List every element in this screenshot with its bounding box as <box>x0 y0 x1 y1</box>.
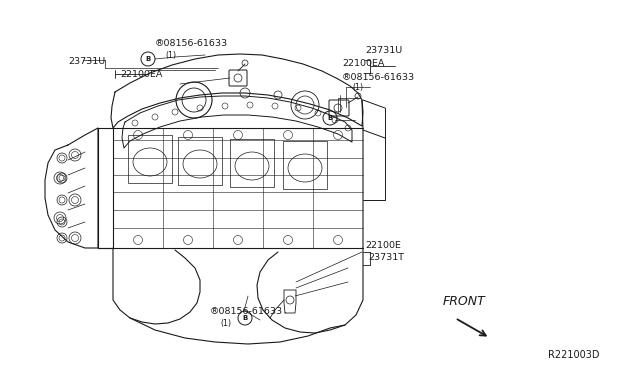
Text: (1): (1) <box>220 319 231 328</box>
Text: 22100EA: 22100EA <box>120 70 163 79</box>
Text: B: B <box>328 115 333 121</box>
Text: 23731U: 23731U <box>68 57 105 66</box>
Text: 22100E: 22100E <box>365 241 401 250</box>
Bar <box>178 137 222 185</box>
Text: B: B <box>145 56 150 62</box>
Text: ®08156-61633: ®08156-61633 <box>342 73 415 82</box>
Text: R221003D: R221003D <box>548 350 600 360</box>
Text: (1): (1) <box>352 83 363 92</box>
Text: 23731T: 23731T <box>368 253 404 262</box>
Bar <box>283 141 327 189</box>
Text: 23731U: 23731U <box>365 46 403 55</box>
Text: ®08156-61633: ®08156-61633 <box>210 307 283 316</box>
Bar <box>128 135 172 183</box>
Text: ®08156-61633: ®08156-61633 <box>155 39 228 48</box>
Text: (1): (1) <box>165 51 176 60</box>
Text: FRONT: FRONT <box>443 295 486 308</box>
Bar <box>230 139 274 187</box>
Text: 22100EA: 22100EA <box>342 59 385 68</box>
Text: B: B <box>243 315 248 321</box>
